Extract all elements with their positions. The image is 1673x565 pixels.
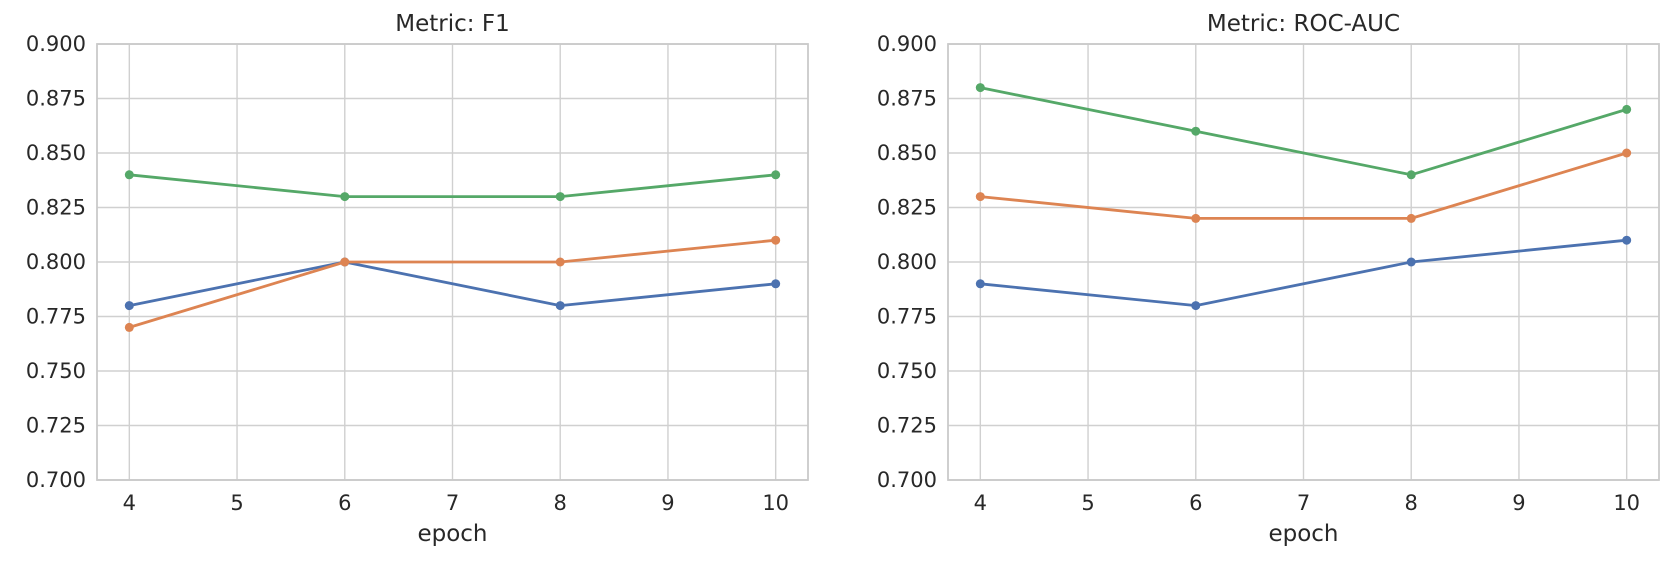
series-blue-line xyxy=(978,238,1629,308)
axes-border xyxy=(947,43,1660,481)
y-tick-label: 0.850 xyxy=(26,141,86,165)
series-orange-line xyxy=(127,238,778,329)
chart-f1: 0.700 0.725 0.750 0.775 0.800 0.825 0.850 0.875… xyxy=(26,11,809,547)
x-tick-label: 9 xyxy=(1512,491,1525,515)
y-tick-label: 0.775 xyxy=(877,305,937,329)
series-green-marker xyxy=(340,192,350,202)
chart-title: Metric: F1 xyxy=(395,11,509,37)
series-orange-marker xyxy=(555,257,565,267)
series-green-marker xyxy=(975,83,985,93)
series-orange-marker xyxy=(124,322,134,332)
series-orange-marker xyxy=(1622,148,1632,158)
series-green-line xyxy=(978,86,1629,177)
y-tick-label: 0.800 xyxy=(26,250,86,274)
x-tick-label: 4 xyxy=(974,491,987,515)
x-tick-label: 6 xyxy=(338,491,351,515)
y-tick-label: 0.875 xyxy=(26,87,86,111)
series-blue-marker xyxy=(124,301,134,311)
chart-roc-auc: 0.700 0.725 0.750 0.775 0.800 0.825 0.850 0.875… xyxy=(877,11,1660,547)
x-tick-label: 7 xyxy=(1297,491,1310,515)
y-tick-label: 0.750 xyxy=(26,359,86,383)
series-orange-marker xyxy=(1406,213,1416,223)
y-tick-label: 0.750 xyxy=(877,359,937,383)
y-tick-label: 0.825 xyxy=(877,196,937,220)
series-green-marker xyxy=(555,192,565,202)
series-green-line xyxy=(127,173,778,199)
x-tick-label: 10 xyxy=(762,491,789,515)
axes-border xyxy=(96,43,809,481)
x-tick-label: 8 xyxy=(1405,491,1418,515)
series-blue-marker xyxy=(1406,257,1416,267)
x-tick-label: 4 xyxy=(123,491,136,515)
series-orange-marker xyxy=(1191,213,1201,223)
series-orange-marker xyxy=(771,235,781,245)
y-tick-label: 0.850 xyxy=(877,141,937,165)
series-green-marker xyxy=(771,170,781,180)
series-green-marker xyxy=(124,170,134,180)
y-tick-label: 0.825 xyxy=(26,196,86,220)
x-tick-label: 5 xyxy=(230,491,243,515)
y-tick-label: 0.900 xyxy=(877,32,937,56)
chart-panel-f1: 0.700 0.725 0.750 0.775 0.800 0.825 0.850 0.875… xyxy=(0,0,822,565)
x-tick-label: 6 xyxy=(1189,491,1202,515)
y-tick-label: 0.700 xyxy=(26,468,86,492)
x-tick-label: 10 xyxy=(1613,491,1640,515)
y-tick-label: 0.725 xyxy=(26,414,86,438)
y-tick-label: 0.875 xyxy=(877,87,937,111)
series-blue-marker xyxy=(975,279,985,289)
x-tick-label: 5 xyxy=(1081,491,1094,515)
series-green-marker xyxy=(1406,170,1416,180)
series-blue-marker xyxy=(1191,301,1201,311)
y-tick-label: 0.900 xyxy=(26,32,86,56)
y-tick-label: 0.700 xyxy=(877,468,937,492)
x-axis-label: epoch xyxy=(417,521,487,547)
y-tick-label: 0.800 xyxy=(877,250,937,274)
y-tick-label: 0.775 xyxy=(26,305,86,329)
series-blue-marker xyxy=(1622,235,1632,245)
series-blue-marker xyxy=(555,301,565,311)
series-blue-line xyxy=(127,260,778,308)
series-orange-marker xyxy=(975,192,985,202)
y-tick-label: 0.725 xyxy=(877,414,937,438)
series-green-marker xyxy=(1191,126,1201,136)
x-axis-label: epoch xyxy=(1268,521,1338,547)
x-tick-label: 8 xyxy=(554,491,567,515)
series-green-marker xyxy=(1622,104,1632,114)
chart-title: Metric: ROC-AUC xyxy=(1207,11,1400,37)
series-orange-marker xyxy=(340,257,350,267)
x-tick-label: 9 xyxy=(661,491,674,515)
chart-panel-roc-auc: 0.700 0.725 0.750 0.775 0.800 0.825 0.850 0.875… xyxy=(851,0,1673,565)
x-tick-label: 7 xyxy=(446,491,459,515)
series-orange-line xyxy=(978,151,1629,220)
series-blue-marker xyxy=(771,279,781,289)
